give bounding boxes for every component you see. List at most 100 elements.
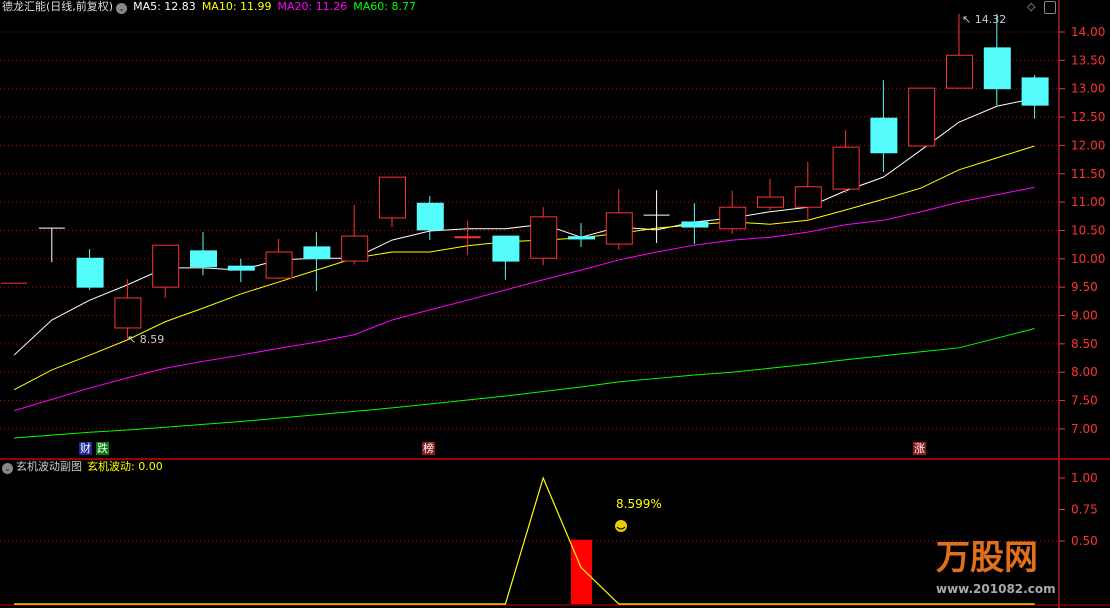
- marker-fall[interactable]: 跌: [96, 442, 109, 455]
- candle: [794, 161, 822, 220]
- candle: [38, 227, 65, 263]
- candle: [76, 249, 104, 290]
- sub-title: 玄机波动副图: [16, 460, 82, 473]
- y-tick-label: 11.00: [1071, 195, 1105, 209]
- candle: [946, 13, 973, 89]
- y-tick-label: 10.50: [1071, 223, 1105, 237]
- candle-body: [757, 196, 784, 208]
- candle-body: [227, 265, 255, 271]
- marker-rise[interactable]: 涨: [913, 442, 926, 455]
- candle-body: [416, 202, 444, 231]
- candle: [1021, 75, 1049, 119]
- candle: [454, 220, 481, 255]
- candle-body: [983, 47, 1011, 90]
- candle: [265, 238, 293, 280]
- candle: [908, 87, 936, 147]
- candle: [681, 203, 709, 245]
- candle-body: [379, 176, 406, 219]
- candle-body: [719, 206, 747, 230]
- y-tick-label: 12.00: [1071, 138, 1105, 152]
- candle: [870, 80, 898, 173]
- sub-bar: [571, 539, 592, 604]
- candle: [832, 130, 860, 194]
- low-price-label: ↖ 8.59: [127, 333, 164, 346]
- sub-y-tick-label: 0.50: [1071, 534, 1098, 548]
- candle-body: [568, 236, 595, 240]
- y-tick-label: 11.50: [1071, 167, 1105, 181]
- candle-body: [76, 257, 104, 288]
- candle-body: [114, 297, 142, 329]
- y-tick-label: 7.50: [1071, 394, 1098, 408]
- y-tick-label: 12.50: [1071, 110, 1105, 124]
- candle: [530, 207, 558, 266]
- candle-body: [832, 146, 860, 190]
- ma10-label: MA10: 11.99: [201, 0, 272, 13]
- y-tick-label: 10.00: [1071, 252, 1105, 266]
- candle-body: [681, 221, 709, 228]
- ma-line-ma60: [13, 328, 1035, 439]
- candle: [114, 279, 142, 339]
- candle-body: [303, 246, 331, 260]
- candle-body: [152, 244, 180, 288]
- candle: [152, 244, 180, 298]
- logo-url: www.201082.com: [936, 582, 1056, 596]
- ma20-label: MA20: 11.26: [277, 0, 348, 13]
- sub-header: ⌄ 玄机波动副图 玄机波动: 0.00: [2, 460, 163, 474]
- candle-body: [908, 87, 936, 147]
- candle: [643, 190, 670, 243]
- marker-list[interactable]: 榜: [422, 442, 435, 455]
- smiley-icon: [615, 520, 627, 532]
- pct-label: 8.599%: [616, 497, 662, 511]
- sub-y-tick-label: 1.00: [1071, 471, 1098, 485]
- collapse-circle-icon[interactable]: ⌄: [116, 3, 128, 14]
- y-tick-label: 8.00: [1071, 365, 1098, 379]
- y-tick-label: 7.00: [1071, 422, 1098, 436]
- sub-value: 玄机波动: 0.00: [87, 460, 163, 473]
- candle: [190, 232, 217, 276]
- ma5-label: MA5: 12.83: [133, 0, 196, 13]
- candle-body: [794, 186, 822, 208]
- diamond-icon[interactable]: ◇: [1027, 0, 1036, 13]
- window-icon[interactable]: [1044, 1, 1056, 14]
- candle: [227, 258, 255, 283]
- chart-header: 德龙汇能(日线,前复权) ⌄ MA5: 12.83 MA10: 11.99 MA20: …: [2, 0, 422, 14]
- candle: [719, 190, 747, 234]
- candle-body: [946, 54, 973, 89]
- candle-body: [492, 235, 520, 262]
- stock-title: 德龙汇能(日线,前复权): [2, 0, 114, 13]
- candle-body: [341, 235, 369, 262]
- y-tick-label: 9.00: [1071, 309, 1098, 323]
- y-tick-label: 14.00: [1071, 25, 1105, 39]
- marker-finance[interactable]: 财: [79, 442, 92, 455]
- candle: [341, 204, 369, 265]
- sub-y-tick-label: 0.75: [1071, 503, 1098, 517]
- candle: [983, 13, 1011, 106]
- y-tick-label: 13.50: [1071, 53, 1105, 67]
- logo: 万股网: [936, 538, 1038, 578]
- y-tick-label: 9.50: [1071, 280, 1098, 294]
- candle: [757, 178, 784, 211]
- y-tick-label: 13.00: [1071, 82, 1105, 96]
- candle-body: [190, 250, 217, 268]
- candle: [605, 189, 633, 250]
- candle: [379, 176, 406, 228]
- candle-body: [530, 216, 558, 259]
- smiley-mouth: [616, 526, 626, 530]
- candle: [568, 223, 595, 247]
- candle-body: [1021, 77, 1049, 106]
- candle-body: [870, 117, 898, 154]
- candle: [492, 235, 520, 280]
- ma-line-ma20: [13, 186, 1035, 412]
- ma-line-ma5: [13, 97, 1035, 356]
- ma-line-ma10: [13, 145, 1035, 391]
- candle-body: [265, 251, 293, 279]
- candle: [416, 195, 444, 241]
- y-tick-label: 8.50: [1071, 337, 1098, 351]
- candle: [303, 232, 331, 292]
- collapse-circle-icon[interactable]: ⌄: [2, 463, 13, 474]
- ma60-label: MA60: 8.77: [353, 0, 416, 13]
- candle-body: [605, 212, 633, 245]
- sub-line: [14, 476, 1035, 605]
- high-price-label: ↖ 14.32: [962, 13, 1006, 26]
